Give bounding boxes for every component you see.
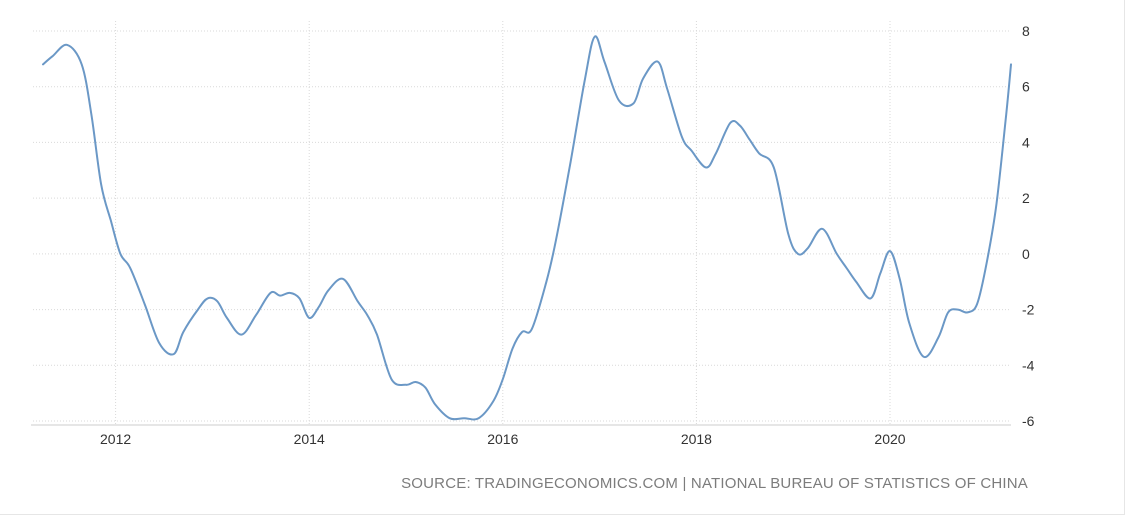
y-tick-label: 6 [1022, 79, 1030, 95]
y-tick-label: 8 [1022, 23, 1030, 39]
x-tick-label: 2020 [874, 431, 905, 447]
x-tick-label: 2016 [487, 431, 518, 447]
x-tick-label: 2018 [681, 431, 712, 447]
series-line [42, 35, 1012, 421]
y-tick-label: 2 [1022, 190, 1030, 206]
x-tick-label: 2014 [294, 431, 325, 447]
y-tick-label: -2 [1022, 302, 1035, 318]
y-tick-label: -4 [1022, 357, 1035, 373]
y-tick-label: -6 [1022, 413, 1035, 429]
y-tick-label: 0 [1022, 246, 1030, 262]
x-tick-label: 2012 [100, 431, 131, 447]
y-tick-label: 4 [1022, 134, 1030, 150]
source-text: SOURCE: TRADINGECONOMICS.COM | NATIONAL … [401, 475, 1028, 492]
